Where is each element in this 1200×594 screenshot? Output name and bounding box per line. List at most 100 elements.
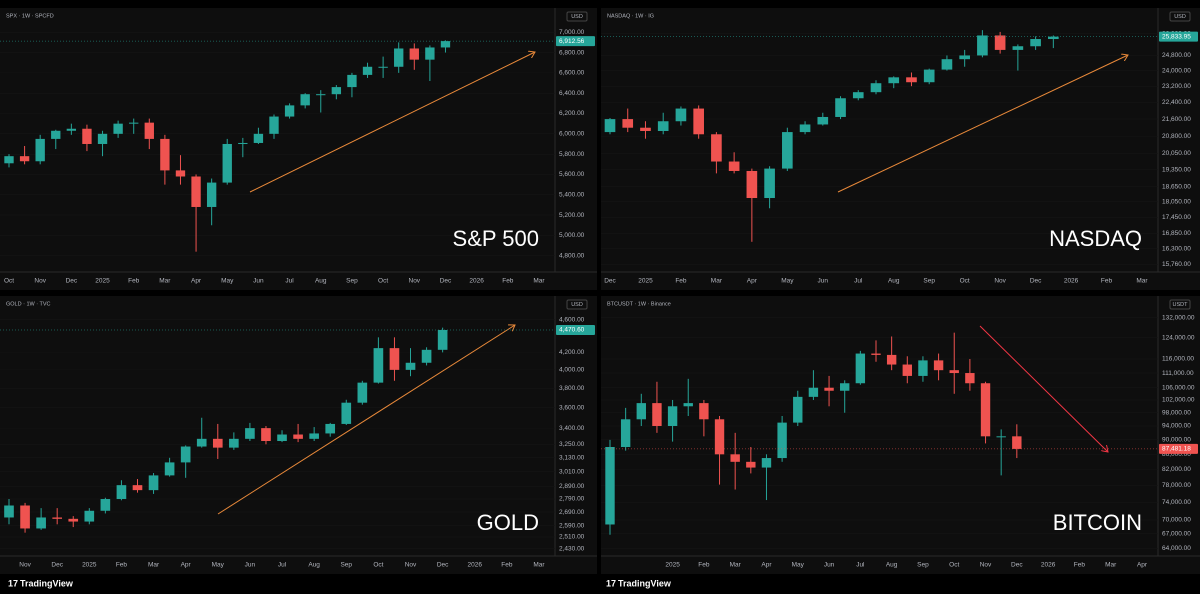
y-tick-label: 24,800.00 (1162, 52, 1191, 59)
currency-box (1169, 299, 1191, 310)
logo-mark: 17 (606, 578, 616, 588)
x-tick-label: May (212, 562, 225, 569)
candle-body (852, 92, 864, 99)
candle-body (409, 48, 419, 60)
x-tick-label: Nov (405, 562, 417, 569)
x-tick-label: Feb (698, 562, 710, 569)
trend-arrow (217, 325, 515, 515)
panel-background (0, 8, 597, 290)
x-tick-label: Mar (1105, 562, 1117, 569)
y-tick-label: 22,400.00 (1162, 99, 1191, 106)
y-tick-label: 6,800.00 (559, 49, 585, 56)
x-tick-label: Feb (1074, 562, 1086, 569)
currency-label: USD (571, 14, 583, 20)
candle-body (918, 360, 928, 376)
y-tick-label: 3,250.00 (559, 441, 585, 448)
x-tick-label: Dec (437, 562, 449, 569)
y-tick-label: 111,000.00 (1162, 370, 1194, 377)
y-tick-label: 4,200.00 (559, 349, 585, 356)
x-tick-label: 2026 (468, 562, 483, 569)
candle-body (4, 505, 14, 518)
candle-body (347, 74, 357, 88)
y-tick-label: 70,000.00 (1162, 517, 1191, 524)
candle-body (730, 454, 740, 462)
y-tick-label: 4,600.00 (559, 316, 585, 323)
candle-body (764, 168, 775, 199)
candle-body (394, 48, 404, 67)
y-tick-label: 78,000.00 (1162, 482, 1191, 489)
x-tick-label: May (792, 562, 805, 569)
candle-body (212, 438, 223, 448)
candle-body (180, 446, 191, 463)
candle-body (206, 182, 217, 207)
y-tick-label: 18,650.00 (1162, 183, 1191, 190)
x-tick-label: Nov (34, 278, 46, 285)
y-tick-label: 3,130.00 (559, 455, 585, 462)
x-tick-label: Mar (730, 562, 742, 569)
candle-body (100, 499, 111, 511)
candle-body (808, 387, 819, 397)
candle-body (620, 419, 631, 448)
candle-body (605, 447, 615, 525)
candle-body (20, 505, 30, 529)
y-tick-label: 86,000.00 (1162, 451, 1191, 458)
y-tick-label: 5,000.00 (559, 232, 585, 239)
panel-background (601, 8, 1200, 290)
y-tick-label: 23,200.00 (1162, 83, 1191, 90)
panels: 7,000.00 6,800.00 6,600.00 6,400.00 6,200.00… (0, 8, 1200, 574)
candle-body (4, 156, 14, 164)
x-tick-label: Mar (533, 562, 545, 569)
candle-body (19, 156, 30, 162)
candle-body (886, 354, 897, 365)
currency-label: USD (571, 302, 583, 308)
x-tick-label: Dec (1011, 562, 1023, 569)
y-tick-label: 98,000.00 (1162, 409, 1191, 416)
candle-body (675, 108, 687, 122)
candle-body (421, 349, 432, 363)
candle-body (68, 518, 79, 522)
footer-brand: TradingView (618, 578, 672, 588)
candle-body (164, 462, 175, 476)
x-tick-label: Apr (747, 278, 758, 285)
candle-body (129, 122, 139, 124)
x-tick-label: Nov (409, 278, 421, 285)
candle-body (777, 422, 787, 459)
symbol-header: GOLD · 1W · TVC (6, 301, 51, 307)
y-tick-label: 106,000.00 (1162, 384, 1195, 391)
candle-body (196, 438, 207, 447)
last-price-tag (1159, 31, 1198, 42)
y-tick-label: 116,000.00 (1162, 356, 1194, 363)
candle-body (923, 69, 935, 83)
x-tick-label: Nov (980, 562, 992, 569)
last-price-tag (1159, 443, 1198, 454)
x-tick-label: Jul (854, 278, 863, 285)
last-price-tag (556, 324, 595, 335)
candle-body (746, 461, 756, 468)
candle-body (799, 124, 811, 133)
y-tick-label: 6,600.00 (559, 70, 585, 77)
y-tick-label: 2,890.00 (559, 483, 585, 490)
candle-body (175, 170, 186, 177)
x-tick-label: 2026 (1064, 278, 1079, 285)
candle-body (284, 105, 295, 117)
currency-label: USDT (1173, 302, 1189, 308)
candle-body (933, 360, 944, 371)
candle-body (746, 170, 758, 199)
candle-body (793, 396, 803, 423)
candle-body (711, 134, 722, 162)
candle-body (52, 517, 62, 519)
last-price-label: 87,481.18 (1162, 446, 1191, 453)
x-tick-label: 2025 (665, 562, 680, 569)
x-tick-label: Mar (533, 278, 545, 285)
x-tick-label: Dec (440, 278, 452, 285)
chart-panel: 4,600.00 4,200.00 4,000.00 3,800.00 3,600.00… (0, 296, 597, 574)
candle-body (325, 423, 336, 434)
symbol-header: NASDAQ · 1W · IG (607, 13, 654, 19)
candle-body (994, 35, 1006, 50)
x-tick-label: May (221, 278, 234, 285)
x-tick-label: Jul (285, 278, 294, 285)
y-tick-label: 18,050.00 (1162, 199, 1191, 206)
candle-body (855, 353, 866, 384)
y-tick-label: 5,400.00 (559, 192, 585, 199)
candle-body (261, 428, 271, 442)
